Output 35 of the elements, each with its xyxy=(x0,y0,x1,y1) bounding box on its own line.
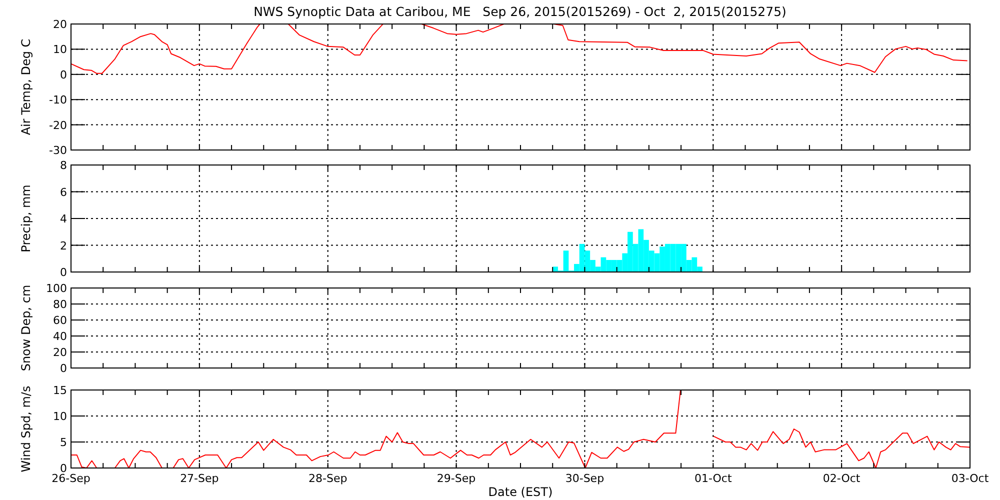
y-tick-label: 15 xyxy=(53,384,67,397)
y-tick-label: 10 xyxy=(53,43,67,56)
y-tick-label: 0 xyxy=(60,362,67,375)
x-tick-label: 30-Sep xyxy=(565,472,604,485)
y-tick-label: 2 xyxy=(60,239,67,252)
y-tick-label: 80 xyxy=(53,298,67,311)
x-tick-label: 28-Sep xyxy=(308,472,348,485)
y-tick-label: 4 xyxy=(60,212,67,226)
y-tick-label: -30 xyxy=(49,144,67,157)
y-tick-label: 60 xyxy=(53,314,67,327)
y-axis-title: Air Temp, Deg C xyxy=(19,38,33,136)
x-tick-label: 01-Oct xyxy=(694,472,732,485)
chart-title: NWS Synoptic Data at Caribou, ME Sep 26, 2015(2015269) - Oct 2, 2015(2015275) xyxy=(254,4,786,19)
y-tick-label: 0 xyxy=(60,462,67,475)
y-tick-label: 6 xyxy=(60,186,67,199)
x-tick-label: 27-Sep xyxy=(180,472,219,485)
x-tick-label: 29-Sep xyxy=(436,472,476,485)
x-tick-label: 02-Oct xyxy=(822,472,861,485)
y-tick-label: 10 xyxy=(53,410,67,423)
y-tick-label: 5 xyxy=(60,436,67,449)
y-tick-label: 0 xyxy=(60,68,67,82)
x-tick-label: 26-Sep xyxy=(52,472,90,485)
y-tick-label: 20 xyxy=(53,18,67,31)
y-axis-title: Precip, mm xyxy=(19,184,33,252)
x-tick-label: 03-Oct xyxy=(951,472,990,485)
y-tick-label: 0 xyxy=(60,266,67,279)
y-tick-label: -20 xyxy=(49,118,67,132)
y-tick-label: 20 xyxy=(53,346,67,359)
y-axis-title: Wind Spd, m/s xyxy=(19,386,33,472)
y-tick-label: 8 xyxy=(60,159,67,172)
y-tick-label: 100 xyxy=(46,282,67,295)
y-axis-title: Snow Dep, cm xyxy=(19,284,33,372)
y-tick-label: 40 xyxy=(53,330,67,343)
y-tick-label: -10 xyxy=(49,94,67,107)
x-axis-title: Date (EST) xyxy=(488,485,553,499)
